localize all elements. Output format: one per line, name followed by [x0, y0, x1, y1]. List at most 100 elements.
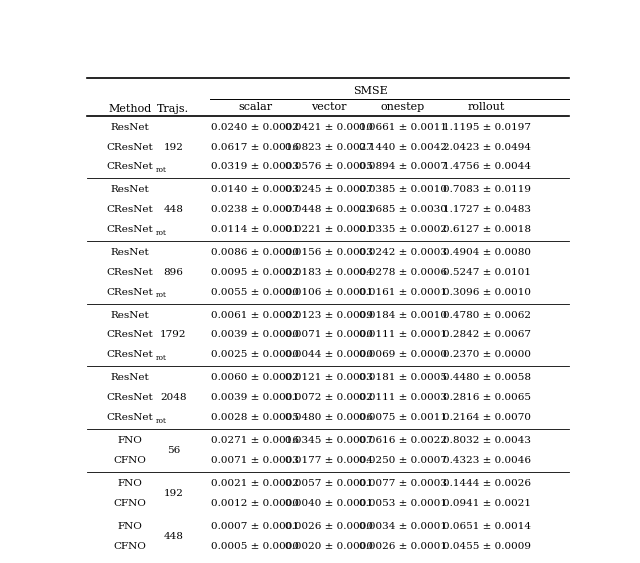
Text: 0.0077 ± 0.0003: 0.0077 ± 0.0003: [359, 479, 447, 488]
Text: 0.4904 ± 0.0080: 0.4904 ± 0.0080: [443, 248, 531, 257]
Text: 0.0335 ± 0.0002: 0.0335 ± 0.0002: [359, 225, 447, 234]
Text: 0.0034 ± 0.0001: 0.0034 ± 0.0001: [359, 522, 447, 531]
Text: FNO: FNO: [117, 522, 142, 531]
Text: CResNet: CResNet: [106, 393, 153, 402]
Text: 0.8032 ± 0.0043: 0.8032 ± 0.0043: [443, 436, 531, 445]
Text: 192: 192: [163, 142, 183, 151]
Text: 0.0020 ± 0.0000: 0.0020 ± 0.0000: [285, 542, 373, 551]
Text: 0.0057 ± 0.0001: 0.0057 ± 0.0001: [285, 479, 373, 488]
Text: 0.0026 ± 0.0001: 0.0026 ± 0.0001: [359, 542, 447, 551]
Text: 0.4323 ± 0.0046: 0.4323 ± 0.0046: [443, 455, 531, 464]
Text: 896: 896: [163, 268, 183, 277]
Text: 0.6127 ± 0.0018: 0.6127 ± 0.0018: [443, 225, 531, 234]
Text: 0.0250 ± 0.0007: 0.0250 ± 0.0007: [359, 455, 447, 464]
Text: 0.0685 ± 0.0030: 0.0685 ± 0.0030: [359, 205, 447, 214]
Text: 0.0245 ± 0.0007: 0.0245 ± 0.0007: [285, 185, 373, 194]
Text: 0.0061 ± 0.0002: 0.0061 ± 0.0002: [211, 311, 299, 320]
Text: 1.1727 ± 0.0483: 1.1727 ± 0.0483: [443, 205, 531, 214]
Text: 0.4780 ± 0.0062: 0.4780 ± 0.0062: [443, 311, 531, 320]
Text: 2048: 2048: [160, 393, 186, 402]
Text: 0.0161 ± 0.0001: 0.0161 ± 0.0001: [359, 288, 447, 297]
Text: 0.0576 ± 0.0005: 0.0576 ± 0.0005: [285, 162, 373, 171]
Text: ResNet: ResNet: [110, 185, 149, 194]
Text: 0.0271 ± 0.0016: 0.0271 ± 0.0016: [211, 436, 299, 445]
Text: 0.0617 ± 0.0016: 0.0617 ± 0.0016: [211, 142, 299, 151]
Text: 0.0661 ± 0.0011: 0.0661 ± 0.0011: [359, 123, 447, 132]
Text: ResNet: ResNet: [110, 248, 149, 257]
Text: CResNet: CResNet: [106, 142, 153, 151]
Text: 0.0421 ± 0.0010: 0.0421 ± 0.0010: [285, 123, 373, 132]
Text: scalar: scalar: [238, 102, 272, 112]
Text: 0.0177 ± 0.0004: 0.0177 ± 0.0004: [285, 455, 373, 464]
Text: ResNet: ResNet: [110, 311, 149, 320]
Text: 0.0071 ± 0.0003: 0.0071 ± 0.0003: [211, 455, 299, 464]
Text: 0.0278 ± 0.0006: 0.0278 ± 0.0006: [359, 268, 447, 277]
Text: CResNet: CResNet: [106, 225, 153, 234]
Text: 448: 448: [163, 531, 183, 540]
Text: 0.0941 ± 0.0021: 0.0941 ± 0.0021: [443, 499, 531, 508]
Text: CResNet: CResNet: [106, 268, 153, 277]
Text: 0.0060 ± 0.0002: 0.0060 ± 0.0002: [211, 373, 299, 382]
Text: CResNet: CResNet: [106, 413, 153, 422]
Text: CResNet: CResNet: [106, 288, 153, 297]
Text: rot: rot: [156, 229, 166, 237]
Text: 0.0069 ± 0.0000: 0.0069 ± 0.0000: [359, 350, 447, 359]
Text: 0.0055 ± 0.0000: 0.0055 ± 0.0000: [211, 288, 299, 297]
Text: 0.0183 ± 0.0004: 0.0183 ± 0.0004: [285, 268, 373, 277]
Text: ResNet: ResNet: [110, 123, 149, 132]
Text: FNO: FNO: [117, 479, 142, 488]
Text: 0.0075 ± 0.0011: 0.0075 ± 0.0011: [359, 413, 447, 422]
Text: CResNet: CResNet: [106, 162, 153, 171]
Text: 0.0480 ± 0.0006: 0.0480 ± 0.0006: [285, 413, 373, 422]
Text: 0.0345 ± 0.0007: 0.0345 ± 0.0007: [285, 436, 373, 445]
Text: CFNO: CFNO: [113, 455, 146, 464]
Text: 0.0455 ± 0.0009: 0.0455 ± 0.0009: [443, 542, 531, 551]
Text: CFNO: CFNO: [113, 499, 146, 508]
Text: 0.0028 ± 0.0005: 0.0028 ± 0.0005: [211, 413, 299, 422]
Text: ResNet: ResNet: [110, 373, 149, 382]
Text: 0.0121 ± 0.0003: 0.0121 ± 0.0003: [285, 373, 373, 382]
Text: CResNet: CResNet: [106, 205, 153, 214]
Text: 0.0044 ± 0.0000: 0.0044 ± 0.0000: [285, 350, 373, 359]
Text: 0.0071 ± 0.0000: 0.0071 ± 0.0000: [285, 330, 373, 339]
Text: rot: rot: [156, 166, 166, 174]
Text: 0.0025 ± 0.0000: 0.0025 ± 0.0000: [211, 350, 299, 359]
Text: 0.0012 ± 0.0000: 0.0012 ± 0.0000: [211, 499, 299, 508]
Text: 1.4756 ± 0.0044: 1.4756 ± 0.0044: [443, 162, 531, 171]
Text: 2.0423 ± 0.0494: 2.0423 ± 0.0494: [443, 142, 531, 151]
Text: rot: rot: [156, 354, 166, 362]
Text: 0.0242 ± 0.0003: 0.0242 ± 0.0003: [359, 248, 447, 257]
Text: 0.0106 ± 0.0001: 0.0106 ± 0.0001: [285, 288, 373, 297]
Text: rot: rot: [156, 417, 166, 425]
Text: 0.0039 ± 0.0000: 0.0039 ± 0.0000: [211, 330, 299, 339]
Text: 0.0385 ± 0.0010: 0.0385 ± 0.0010: [359, 185, 447, 194]
Text: 0.0007 ± 0.0001: 0.0007 ± 0.0001: [211, 522, 299, 531]
Text: 0.0156 ± 0.0003: 0.0156 ± 0.0003: [285, 248, 373, 257]
Text: 0.0039 ± 0.0001: 0.0039 ± 0.0001: [211, 393, 299, 402]
Text: 0.3096 ± 0.0010: 0.3096 ± 0.0010: [443, 288, 531, 297]
Text: 56: 56: [166, 446, 180, 455]
Text: 0.0026 ± 0.0000: 0.0026 ± 0.0000: [285, 522, 373, 531]
Text: onestep: onestep: [381, 102, 425, 112]
Text: 0.0086 ± 0.0000: 0.0086 ± 0.0000: [211, 248, 299, 257]
Text: 0.2370 ± 0.0000: 0.2370 ± 0.0000: [443, 350, 531, 359]
Text: 0.0221 ± 0.0001: 0.0221 ± 0.0001: [285, 225, 373, 234]
Text: 0.0616 ± 0.0022: 0.0616 ± 0.0022: [359, 436, 447, 445]
Text: 0.0184 ± 0.0010: 0.0184 ± 0.0010: [359, 311, 447, 320]
Text: 0.0140 ± 0.0003: 0.0140 ± 0.0003: [211, 185, 299, 194]
Text: 0.0651 ± 0.0014: 0.0651 ± 0.0014: [443, 522, 531, 531]
Text: CFNO: CFNO: [113, 542, 146, 551]
Text: 0.0072 ± 0.0002: 0.0072 ± 0.0002: [285, 393, 373, 402]
Text: 0.0111 ± 0.0001: 0.0111 ± 0.0001: [359, 330, 447, 339]
Text: 0.0005 ± 0.0000: 0.0005 ± 0.0000: [211, 542, 299, 551]
Text: CResNet: CResNet: [106, 350, 153, 359]
Text: SMSE: SMSE: [353, 86, 388, 96]
Text: Method: Method: [108, 104, 151, 114]
Text: 0.0448 ± 0.0023: 0.0448 ± 0.0023: [285, 205, 373, 214]
Text: 1792: 1792: [160, 330, 186, 339]
Text: 448: 448: [163, 205, 183, 214]
Text: CResNet: CResNet: [106, 330, 153, 339]
Text: 0.0823 ± 0.0027: 0.0823 ± 0.0027: [285, 142, 373, 151]
Text: 0.0319 ± 0.0003: 0.0319 ± 0.0003: [211, 162, 299, 171]
Text: rollout: rollout: [468, 102, 506, 112]
